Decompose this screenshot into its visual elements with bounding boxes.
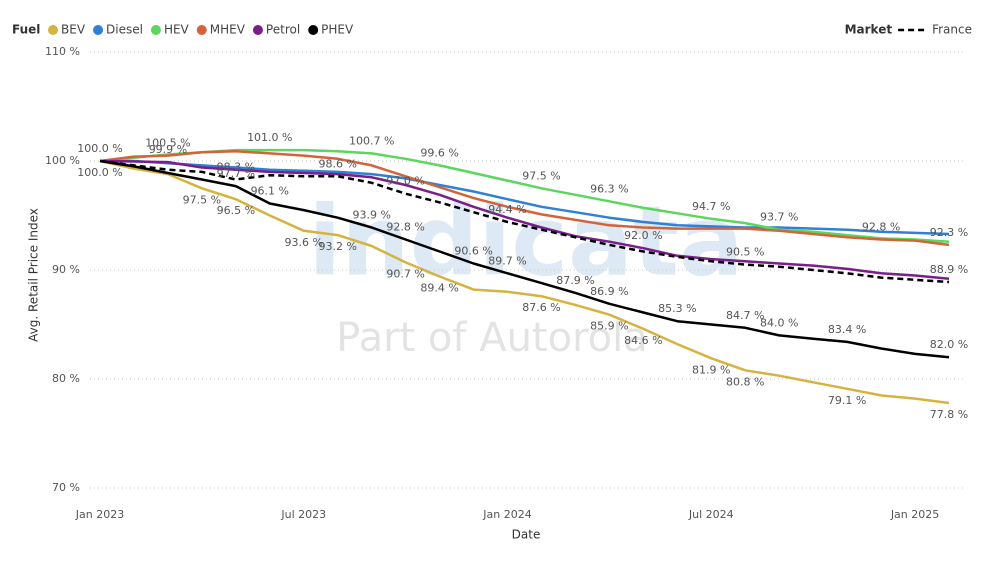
data-label: 81.9 % [692, 363, 730, 376]
data-label: 94.4 % [488, 203, 526, 216]
data-label: 97.5 % [522, 169, 560, 182]
data-label: 87.6 % [522, 301, 560, 314]
data-label: 97.0 % [386, 175, 424, 188]
x-axis-title: Date [512, 528, 541, 542]
legend-marker [150, 25, 161, 35]
legend-label: PHEV [321, 23, 354, 37]
data-label: 101.0 % [247, 131, 292, 144]
data-label: 82.0 % [930, 338, 968, 351]
data-label: 93.6 % [285, 236, 323, 249]
data-label: 90.7 % [386, 267, 424, 280]
data-label: 96.5 % [217, 204, 255, 217]
x-tick-label: Jan 2023 [75, 508, 124, 521]
data-label: 86.9 % [590, 285, 628, 298]
data-label: 98.6 % [318, 157, 356, 170]
data-label: 84.7 % [726, 309, 764, 322]
y-axis-title: Avg. Retail Price Index [27, 208, 41, 342]
data-label: 85.3 % [658, 302, 696, 315]
data-label: 96.3 % [590, 182, 628, 195]
legend-marker [308, 25, 319, 35]
legend-title: Market [845, 23, 893, 37]
data-label: 99.6 % [420, 146, 458, 159]
legend-label: France [932, 23, 972, 37]
data-label: 97.7 % [217, 167, 255, 180]
legend-marker [252, 25, 263, 35]
y-tick-label: 110 % [45, 45, 80, 58]
data-label: 100.7 % [349, 134, 394, 147]
data-label: 93.7 % [760, 211, 798, 224]
data-label: 100.0 % [77, 166, 122, 179]
line-series [99, 148, 950, 243]
data-label: 92.8 % [862, 220, 900, 233]
data-label: 92.0 % [624, 229, 662, 242]
data-label: 87.9 % [556, 274, 594, 287]
data-label: 79.1 % [828, 394, 866, 407]
legend-label: HEV [164, 23, 190, 37]
data-label: 93.9 % [352, 208, 390, 221]
legend-marker [48, 25, 58, 35]
data-label: 97.5 % [183, 193, 221, 206]
legend-label: BEV [61, 23, 86, 37]
data-label: 92.3 % [930, 226, 968, 239]
data-label: 96.1 % [251, 185, 289, 198]
line-series [99, 159, 950, 284]
legend-marker [196, 25, 207, 35]
data-label: 88.9 % [930, 263, 968, 276]
data-label: 77.8 % [930, 408, 968, 421]
data-label: 89.7 % [488, 254, 526, 267]
data-label: 84.0 % [760, 316, 798, 329]
x-tick-label: Jul 2024 [688, 508, 734, 521]
y-tick-label: 80 % [52, 372, 80, 385]
legend-title: Fuel [12, 23, 40, 37]
data-label: 100.0 % [77, 142, 122, 155]
y-tick-label: 70 % [52, 481, 80, 494]
line-series [99, 149, 950, 247]
watermark: Part of Autorola [336, 315, 647, 361]
line-series [99, 159, 950, 359]
data-label: 90.5 % [726, 246, 764, 259]
legend-label: MHEV [210, 23, 246, 37]
legend-marker [93, 25, 104, 35]
line-series [99, 159, 950, 280]
data-label: 85.9 % [590, 320, 628, 333]
legend-label: Petrol [266, 23, 300, 37]
data-label: 84.6 % [624, 334, 662, 347]
data-label: 100.5 % [145, 137, 190, 150]
data-label: 90.6 % [454, 244, 492, 257]
x-tick-label: Jan 2025 [890, 508, 939, 521]
y-tick-label: 100 % [45, 154, 80, 167]
y-tick-label: 90 % [52, 263, 80, 276]
data-label: 89.4 % [420, 282, 458, 295]
data-label: 80.8 % [726, 375, 764, 388]
x-tick-label: Jul 2023 [280, 508, 326, 521]
x-tick-label: Jan 2024 [482, 508, 531, 521]
data-label: 94.7 % [692, 200, 730, 213]
line-series [100, 159, 950, 236]
data-label: 93.2 % [318, 240, 356, 253]
data-label: 92.8 % [386, 220, 424, 233]
line-series [99, 159, 950, 405]
legend-label: Diesel [106, 23, 143, 37]
data-label: 98.3 % [217, 161, 255, 174]
data-label: 99.9 % [149, 143, 187, 156]
data-label: 83.4 % [828, 323, 866, 336]
